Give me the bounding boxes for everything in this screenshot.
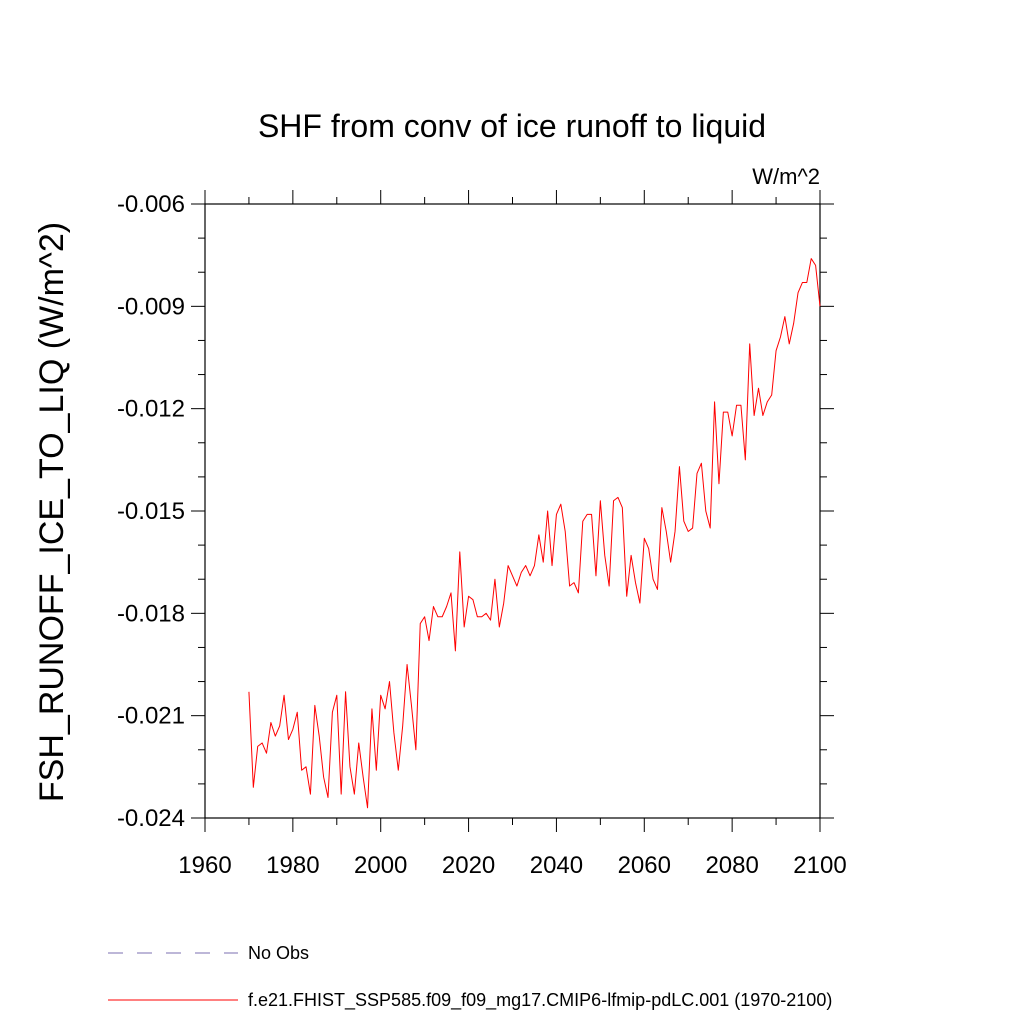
x-tick-label: 2020 <box>442 852 495 879</box>
legend-label-no-obs: No Obs <box>248 943 309 963</box>
legend: No Obs f.e21.FHIST_SSP585.f09_f09_mg17.C… <box>108 943 832 1011</box>
units-label: W/m^2 <box>752 164 820 189</box>
x-tick-label: 1960 <box>178 852 231 879</box>
y-tick-label: -0.006 <box>117 191 185 218</box>
legend-label-model-run: f.e21.FHIST_SSP585.f09_f09_mg17.CMIP6-lf… <box>248 990 832 1011</box>
axis-ticks <box>191 190 834 832</box>
x-tick-label: 2060 <box>618 852 671 879</box>
x-tick-label: 2100 <box>793 852 846 879</box>
y-axis-label: FSH_RUNOFF_ICE_TO_LIQ (W/m^2) <box>33 222 71 802</box>
y-tick-labels: -0.024 -0.021 -0.018 -0.015 -0.012 -0.009 -0.0… <box>117 191 185 832</box>
y-tick-label: -0.021 <box>117 703 185 730</box>
chart-title: SHF from conv of ice runoff to liquid <box>258 108 766 144</box>
y-tick-label: -0.024 <box>117 805 185 832</box>
x-tick-label: 2040 <box>530 852 583 879</box>
plot-frame <box>204 203 821 819</box>
y-tick-label: -0.018 <box>117 600 185 627</box>
x-tick-label: 2000 <box>354 852 407 879</box>
y-tick-label: -0.012 <box>117 396 185 423</box>
x-tick-labels: 1960 1980 2000 2020 2040 2060 2080 2100 <box>178 852 846 879</box>
y-tick-label: -0.009 <box>117 293 185 320</box>
series-line-0 <box>248 258 821 809</box>
x-tick-label: 2080 <box>705 852 758 879</box>
series-layer <box>248 258 821 809</box>
x-tick-label: 1980 <box>266 852 319 879</box>
y-tick-label: -0.015 <box>117 498 185 525</box>
